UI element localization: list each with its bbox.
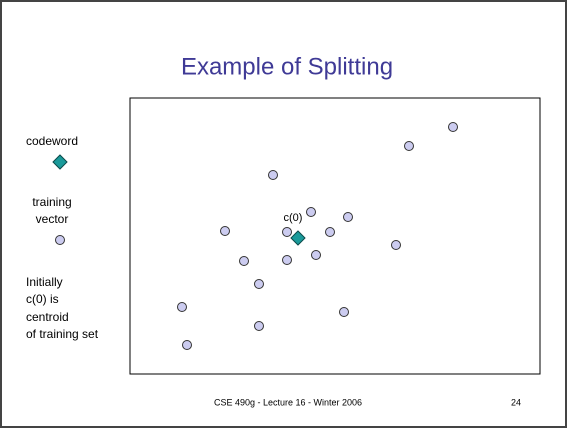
point	[239, 256, 249, 266]
plot-box	[129, 97, 541, 375]
slide-title: Example of Splitting	[181, 53, 393, 80]
point	[325, 227, 335, 237]
point	[177, 302, 187, 312]
point	[282, 255, 292, 265]
point	[339, 307, 349, 317]
legend-training: training	[32, 195, 71, 209]
training-points	[177, 122, 458, 350]
point	[254, 279, 264, 289]
point	[254, 321, 264, 331]
point	[311, 250, 321, 260]
page-number: 24	[511, 397, 521, 407]
footer: CSE 490g - Lecture 16 - Winter 2006	[214, 397, 362, 407]
point	[268, 170, 278, 180]
note-line: c(0) is	[26, 292, 59, 306]
centroid-label: c(0)	[284, 212, 303, 224]
point	[306, 207, 316, 217]
note-line: Initially	[26, 275, 63, 289]
point	[391, 240, 401, 250]
point	[220, 226, 230, 236]
note-line: of training set	[26, 327, 99, 341]
legend-codeword: codeword	[26, 134, 78, 148]
note-line: centroid	[26, 310, 69, 324]
centroid	[290, 230, 306, 246]
legend-training: vector	[36, 212, 69, 226]
point	[182, 340, 192, 350]
point	[448, 122, 458, 132]
point	[282, 227, 292, 237]
point	[404, 141, 414, 151]
legend-circle	[55, 235, 65, 245]
point	[343, 212, 353, 222]
legend-diamond	[52, 154, 68, 170]
